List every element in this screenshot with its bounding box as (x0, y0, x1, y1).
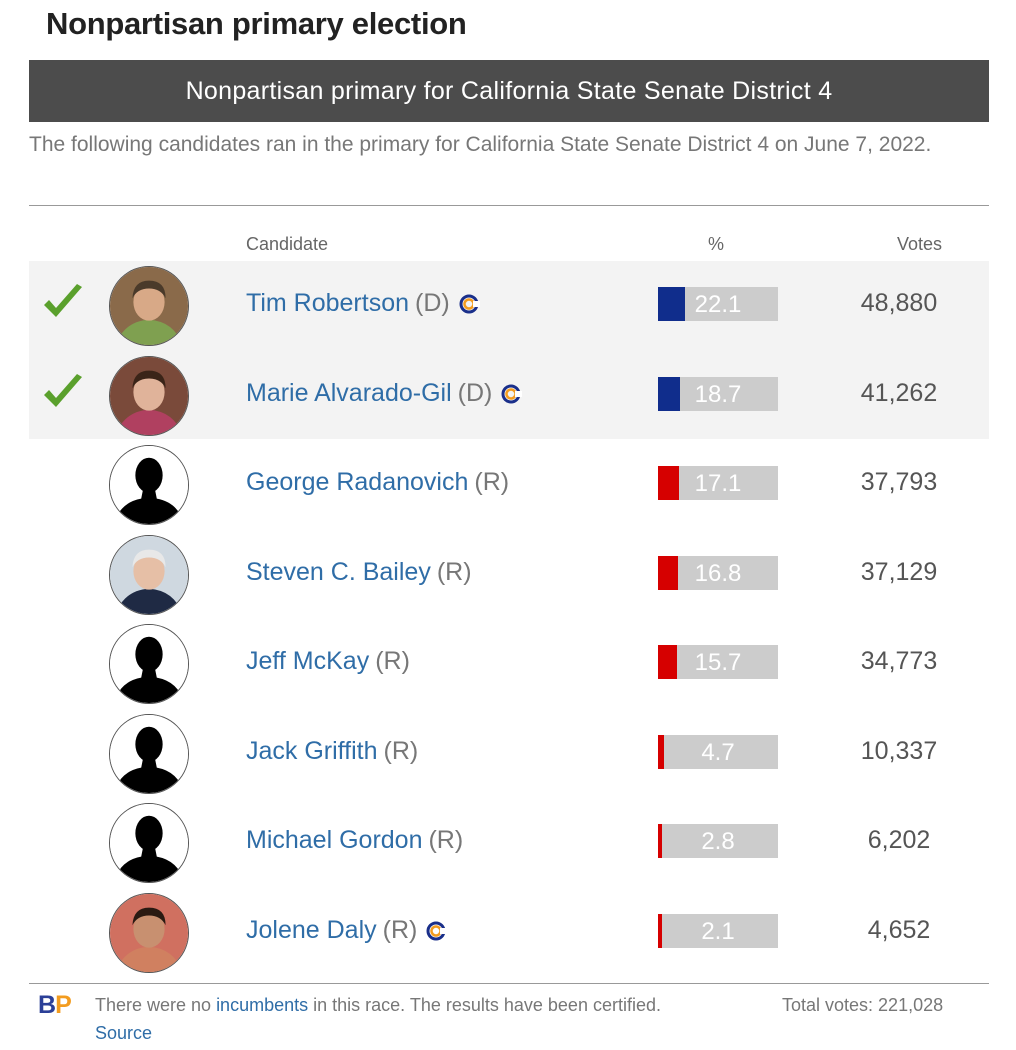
avatar[interactable] (109, 535, 189, 615)
table-row: Marie Alvarado-Gil (D) 18.7 41,262 (29, 351, 989, 440)
vote-share-bar: 16.8 (658, 556, 778, 590)
avatar-placeholder[interactable] (109, 624, 189, 704)
candidate-party: (R) (436, 558, 472, 586)
candidate-party: (R) (375, 647, 410, 675)
total-votes: Total votes: 221,028 (782, 995, 944, 1015)
vote-share-bar: 17.1 (658, 466, 778, 500)
vote-share-fill (658, 645, 677, 679)
vote-share-bar: 2.8 (658, 824, 778, 858)
candidate-party: (R) (383, 737, 419, 765)
candidate-name-link[interactable]: Jolene Daly (246, 916, 377, 944)
candidate-name-link[interactable]: Tim Robertson (246, 289, 410, 317)
race-description: The following candidates ran in the prim… (29, 133, 932, 156)
candidate-party: (R) (474, 468, 510, 496)
vote-share-label: 2.1 (701, 918, 735, 945)
vote-count: 34,773 (860, 647, 938, 675)
vote-count: 10,337 (860, 737, 938, 765)
candidate-name-link[interactable]: Marie Alvarado-Gil (246, 379, 452, 407)
candidate-name-link[interactable]: Jeff McKay (246, 647, 370, 675)
candidate-name-link[interactable]: Steven C. Bailey (246, 558, 431, 586)
vote-share-label: 15.7 (694, 649, 742, 676)
vote-share-fill (658, 287, 685, 321)
vote-share-fill (658, 377, 681, 411)
avatar[interactable] (109, 266, 189, 346)
vote-share-label: 18.7 (694, 381, 742, 408)
avatar[interactable] (109, 356, 189, 436)
source-link[interactable]: Source (95, 1023, 153, 1043)
candidate-party: (R) (382, 916, 418, 944)
vote-count: 37,793 (860, 468, 938, 496)
candidate-cell: Jack Griffith (R) (246, 737, 418, 766)
winners-highlight (29, 261, 989, 439)
candidate-cell: Jeff McKay (R) (246, 647, 410, 676)
candidate-cell: George Radanovich (R) (246, 468, 509, 497)
vote-share-fill (658, 466, 679, 500)
page-title: Nonpartisan primary election (46, 6, 467, 41)
ballotpedia-logo[interactable]: BP (38, 991, 72, 1020)
avatar-placeholder[interactable] (109, 445, 189, 525)
divider (29, 983, 989, 984)
candidate-cell: Steven C. Bailey (R) (246, 558, 472, 587)
logo-letter-p: P (55, 991, 72, 1019)
table-row: Jack Griffith (R) 4.7 10,337 (29, 709, 989, 798)
column-header-candidate: Candidate (246, 234, 329, 254)
winner-check-icon (41, 371, 85, 415)
candidate-cell: Jolene Daly (R) (246, 916, 448, 945)
footnote-text: in this race. The results have been cert… (308, 995, 661, 1015)
candidate-name-link[interactable]: Jack Griffith (246, 737, 378, 765)
divider (29, 205, 989, 206)
vote-share-bar: 22.1 (658, 287, 778, 321)
vote-count: 41,262 (860, 379, 938, 407)
vote-share-bar: 4.7 (658, 735, 778, 769)
vote-share-label: 17.1 (694, 470, 742, 497)
race-banner: Nonpartisan primary for California State… (29, 60, 989, 122)
table-row: Tim Robertson (D) 22.1 48,880 (29, 261, 989, 350)
candidate-cell: Marie Alvarado-Gil (D) (246, 379, 523, 408)
vote-share-fill (658, 556, 679, 590)
table-row: Jeff McKay (R) 15.7 34,773 (29, 619, 989, 708)
avatar-placeholder[interactable] (109, 714, 189, 794)
vote-share-label: 4.7 (701, 739, 735, 766)
candidate-name-link[interactable]: George Radanovich (246, 468, 469, 496)
incumbents-link[interactable]: incumbents (216, 995, 309, 1015)
candidate-party: (D) (457, 379, 493, 407)
vote-count: 48,880 (860, 289, 938, 317)
candidate-party: (R) (428, 826, 464, 854)
table-row: Michael Gordon (R) 2.8 6,202 (29, 798, 989, 887)
vote-share-bar: 2.1 (658, 914, 778, 948)
vote-share-label: 22.1 (694, 291, 742, 318)
candidate-name-link[interactable]: Michael Gordon (246, 826, 423, 854)
candidate-cell: Tim Robertson (D) (246, 289, 480, 318)
vote-share-label: 16.8 (694, 560, 742, 587)
avatar[interactable] (109, 893, 189, 973)
vote-count: 6,202 (867, 826, 931, 854)
candidate-cell: Michael Gordon (R) (246, 826, 463, 855)
table-row: George Radanovich (R) 17.1 37,793 (29, 440, 989, 529)
vote-count: 4,652 (867, 916, 931, 944)
table-row: Jolene Daly (R) 2.1 4,652 (29, 888, 989, 977)
logo-letter-b: B (38, 991, 56, 1019)
column-header-percent: % (708, 234, 725, 254)
results-footnote: There were no incumbents in this race. T… (95, 991, 715, 1047)
candidate-party: (D) (415, 289, 450, 317)
vote-share-label: 2.8 (701, 828, 735, 855)
vote-count: 37,129 (860, 558, 938, 586)
vote-share-bar: 15.7 (658, 645, 778, 679)
candidate-connection-icon[interactable] (500, 383, 523, 405)
vote-share-fill (658, 735, 664, 769)
column-header-votes: Votes (897, 234, 943, 254)
table-row: Steven C. Bailey (R) 16.8 37,129 (29, 530, 989, 619)
avatar-placeholder[interactable] (109, 803, 189, 883)
footnote-text: There were no (95, 995, 217, 1015)
vote-share-bar: 18.7 (658, 377, 778, 411)
vote-share-fill (658, 824, 662, 858)
candidate-connection-icon[interactable] (458, 293, 480, 315)
winner-check-icon (41, 281, 85, 325)
candidate-connection-icon[interactable] (425, 920, 448, 942)
vote-share-fill (658, 914, 662, 948)
